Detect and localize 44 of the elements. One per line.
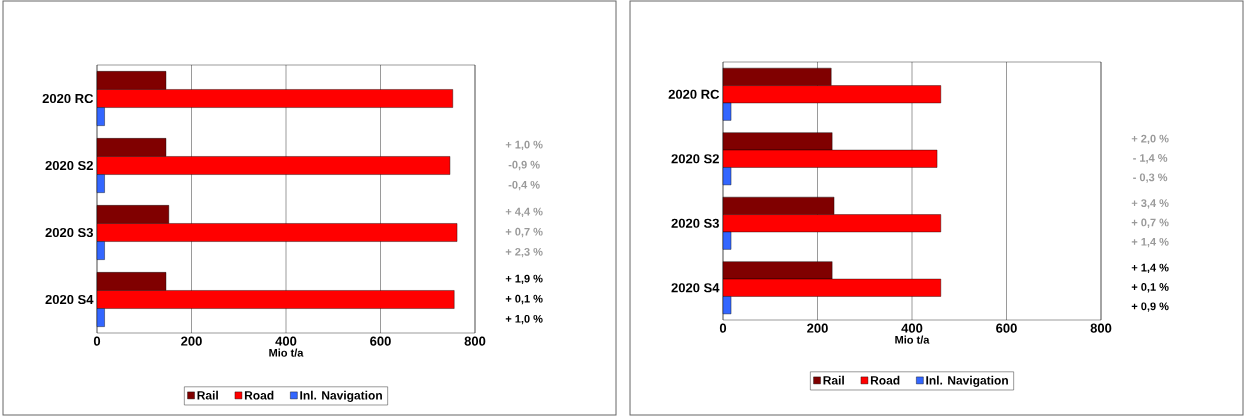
x-tick-label: 600 <box>996 323 1017 333</box>
text: + 0,7 % <box>1131 218 1169 228</box>
text: + 1,4 % <box>1131 237 1169 248</box>
y-tick-label: 2020 S2 <box>671 154 719 164</box>
x-tick-label: 800 <box>1090 323 1112 333</box>
text: - 0,3 % <box>1133 173 1168 183</box>
text: + 1,4 % <box>1131 263 1169 274</box>
x-tick-label: 200 <box>807 323 828 333</box>
y-tick-label: 2020 S3 <box>671 218 719 228</box>
text: -0,4 % <box>508 180 540 191</box>
text: + 0,9 % <box>1131 302 1169 312</box>
x-axis-title: Mio t/a <box>269 348 304 357</box>
y-tick-label: 2020 S2 <box>45 160 93 171</box>
legend-label: Inl. Navigation <box>300 390 382 403</box>
text: -0,9 % <box>508 160 540 171</box>
x-tick-label: 400 <box>901 323 923 333</box>
legend-label: Rail <box>823 375 844 385</box>
x-tick-label: 400 <box>275 336 297 346</box>
y-tick-label: 2020 RC <box>42 93 94 104</box>
text: + 2,3 % <box>505 247 543 258</box>
text: + 2,0 % <box>1131 134 1169 145</box>
x-axis-title: Mio t/a <box>895 335 930 344</box>
text: + 0,1 % <box>1131 283 1169 293</box>
legend-label: Road <box>870 375 900 385</box>
legend-label: Inl. Navigation <box>926 375 1008 388</box>
text: + 0,7 % <box>505 227 543 238</box>
y-tick-label: 2020 RC <box>668 89 720 99</box>
y-tick-label: 2020 S4 <box>45 294 94 305</box>
y-tick-label: 2020 S4 <box>671 283 720 293</box>
text: + 1,0 % <box>505 140 543 151</box>
y-tick-label: 2020 S3 <box>45 227 93 238</box>
x-tick-label: 800 <box>464 336 486 346</box>
text: - 1,4 % <box>1133 154 1168 164</box>
text: + 4,4 % <box>505 207 543 218</box>
x-tick-label: 0 <box>719 323 727 333</box>
text: + 0,1 % <box>505 294 543 305</box>
legend-label: Rail <box>197 390 218 400</box>
text: + 3,4 % <box>1131 199 1169 209</box>
x-tick-label: 600 <box>370 336 391 346</box>
x-tick-label: 200 <box>181 336 202 346</box>
text: + 1,9 % <box>505 274 543 285</box>
text: + 1,0 % <box>505 314 543 325</box>
legend-label: Road <box>244 390 274 400</box>
x-tick-label: 0 <box>93 336 101 346</box>
